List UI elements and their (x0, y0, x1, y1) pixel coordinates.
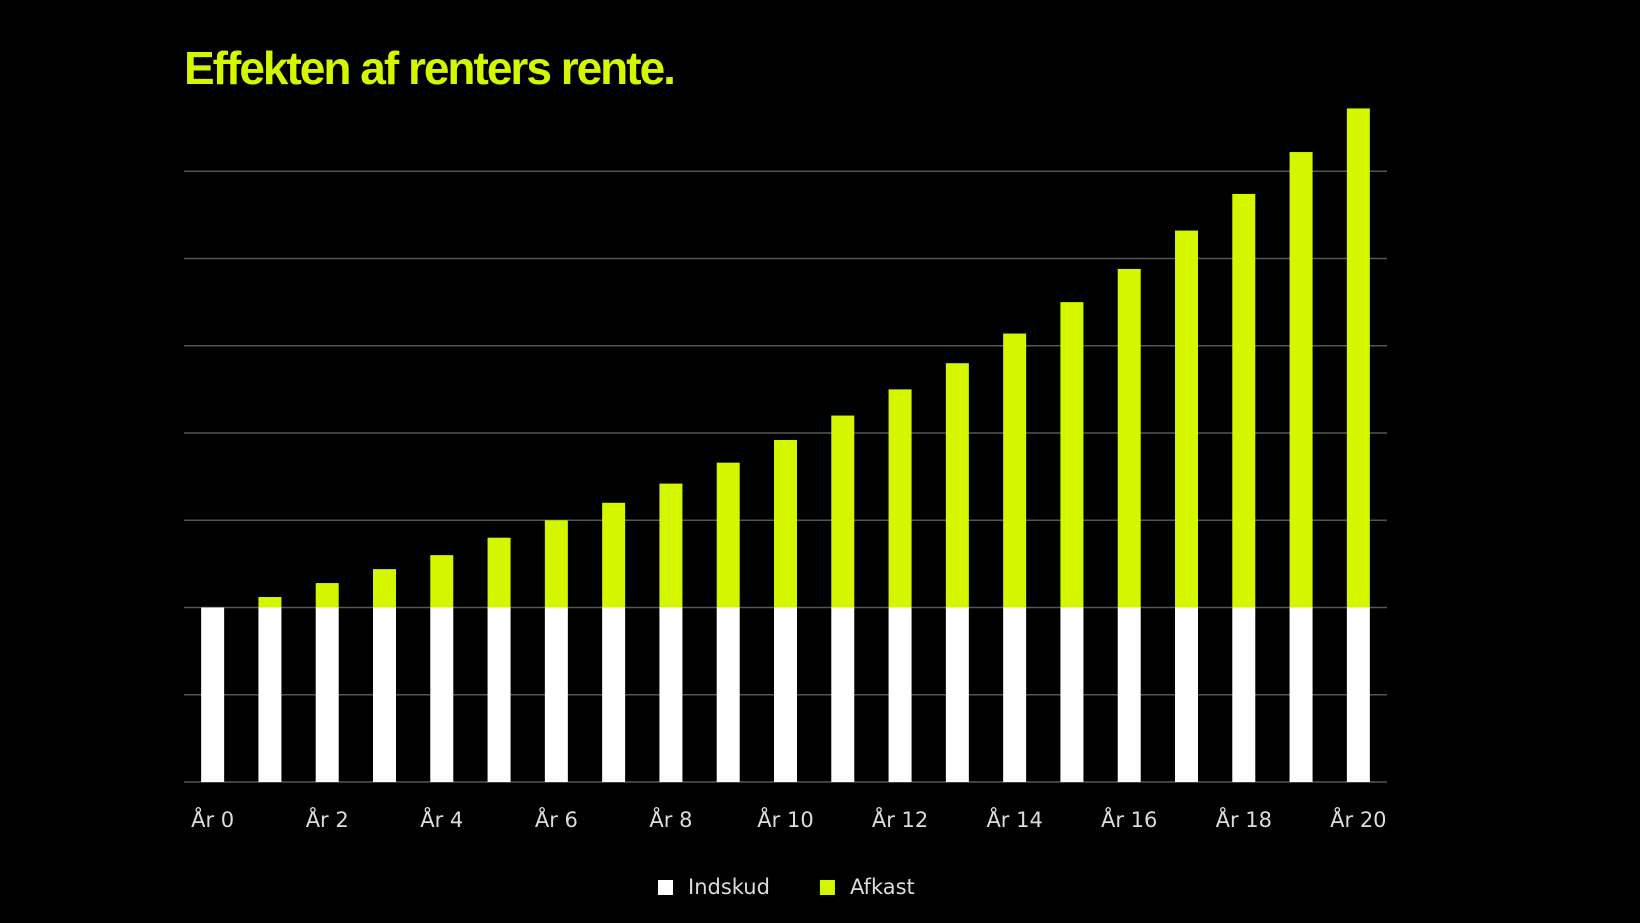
x-tick-label: År 8 (649, 806, 692, 832)
bar-segment (716, 462, 740, 608)
bar-segment (315, 607, 339, 782)
legend-swatch (819, 880, 835, 895)
x-tick-label: År 18 (1216, 806, 1272, 832)
bar-segment (1175, 230, 1198, 608)
bar-segment (659, 483, 683, 608)
bar-segment (430, 607, 454, 782)
bar-segment (1346, 607, 1370, 782)
bar-segment (1117, 268, 1141, 608)
bar-segment (1003, 333, 1027, 608)
x-tick-label: År 20 (1330, 806, 1386, 832)
bar-segment (774, 607, 797, 782)
x-tick-label: År 10 (757, 806, 813, 832)
bar-segment (716, 607, 740, 782)
bar-segment (888, 389, 912, 608)
bar-segment (373, 569, 396, 608)
bar-segment (602, 502, 626, 608)
bar-segment (258, 607, 282, 782)
bar-segment (1232, 193, 1256, 608)
bar-segment (1289, 152, 1313, 608)
bar-segment (258, 597, 282, 608)
x-tick-label: År 2 (306, 806, 349, 832)
legend-label: Indskud (688, 875, 770, 899)
bar-segment (1060, 302, 1084, 608)
x-tick-label: År 0 (191, 806, 234, 832)
bar-segment (430, 555, 454, 608)
bar-segment (1289, 607, 1313, 782)
bar-segment (201, 607, 225, 782)
x-tick-label: År 12 (872, 806, 928, 832)
x-tick-label: År 16 (1101, 806, 1157, 832)
x-tick-label: År 4 (420, 806, 463, 832)
bar-segment (831, 607, 855, 782)
chart-title: Effekten af renters rente. (184, 42, 674, 94)
x-tick-label: År 6 (535, 806, 578, 832)
bar-segment (831, 415, 855, 608)
bar-segment (373, 607, 396, 782)
legend-label: Afkast (850, 875, 915, 899)
bar-segment (602, 607, 626, 782)
bar-segment (1175, 607, 1198, 782)
x-tick-label: År 14 (986, 806, 1042, 832)
bar-segment (1346, 108, 1370, 608)
bar-segment (945, 363, 969, 608)
bar-segment (544, 520, 568, 608)
bar-segment (1060, 607, 1084, 782)
bar-segment (1003, 607, 1027, 782)
bar-segment (487, 537, 511, 608)
bar-segment (1117, 607, 1141, 782)
bar-segment (315, 583, 339, 608)
bar-segment (544, 607, 568, 782)
bar-segment (774, 439, 797, 608)
legend-swatch (658, 880, 673, 895)
bar-segment (487, 607, 511, 782)
bar-segment (888, 607, 912, 782)
bar-segment (1232, 607, 1256, 782)
bar-segment (945, 607, 969, 782)
bar-segment (659, 607, 683, 782)
